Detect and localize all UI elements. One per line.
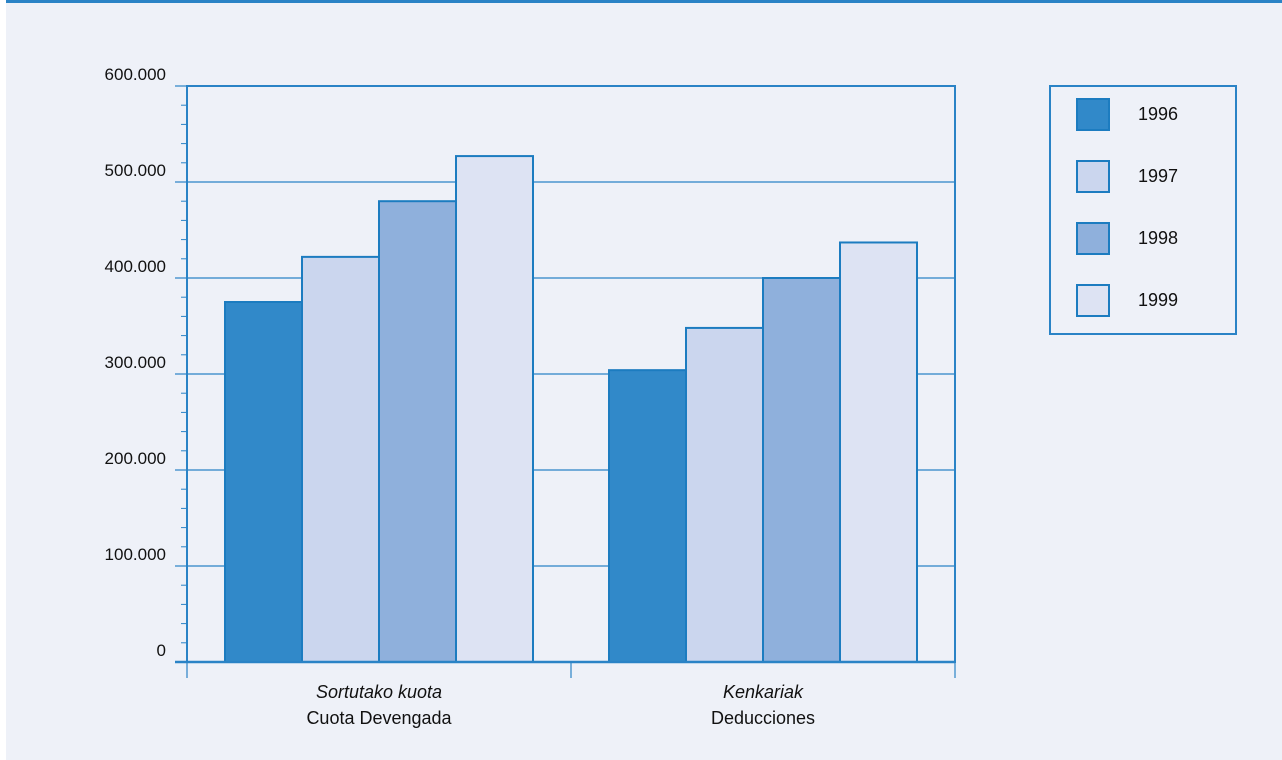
y-tick-label: 300.000 — [105, 353, 166, 372]
category-label-primary: Kenkariak — [723, 682, 804, 702]
bar-1999-1 — [455, 155, 534, 664]
legend-swatch-1999 — [1076, 284, 1110, 317]
y-tick-label: 100.000 — [105, 545, 166, 564]
bar-1996-1 — [224, 301, 303, 663]
bar-1996-2 — [608, 369, 687, 663]
bar-1997-2 — [685, 326, 764, 663]
legend-label-1998: 1998 — [1138, 228, 1178, 248]
y-tick-label: 600.000 — [105, 65, 166, 84]
y-tick-label: 0 — [157, 641, 166, 660]
bar-chart: 0 100.000 200.000 300.000 400.000 500.000 600.… — [105, 65, 1237, 728]
bar-1998-2 — [762, 277, 841, 663]
category-label-secondary: Cuota Devengada — [306, 708, 452, 728]
y-tick-label: 400.000 — [105, 257, 166, 276]
top-rule — [6, 0, 1282, 3]
category-label-primary: Sortutako kuota — [316, 682, 442, 702]
category-label-secondary: Deducciones — [711, 708, 815, 728]
bar-1999-2 — [839, 241, 918, 663]
legend-label-1999: 1999 — [1138, 290, 1178, 310]
y-tick-label: 500.000 — [105, 161, 166, 180]
legend-swatch-1997 — [1076, 160, 1110, 193]
legend-label-1997: 1997 — [1138, 166, 1178, 186]
legend-swatch-1998 — [1076, 222, 1110, 255]
legend-box — [1049, 85, 1237, 335]
chart-frame: 0 100.000 200.000 300.000 400.000 500.000 600.… — [6, 0, 1282, 760]
legend-label-1996: 1996 — [1138, 104, 1178, 124]
bar-1998-1 — [378, 200, 457, 663]
y-tick-label: 200.000 — [105, 449, 166, 468]
bar-1997-1 — [301, 255, 380, 663]
legend-swatch-1996 — [1076, 98, 1110, 131]
